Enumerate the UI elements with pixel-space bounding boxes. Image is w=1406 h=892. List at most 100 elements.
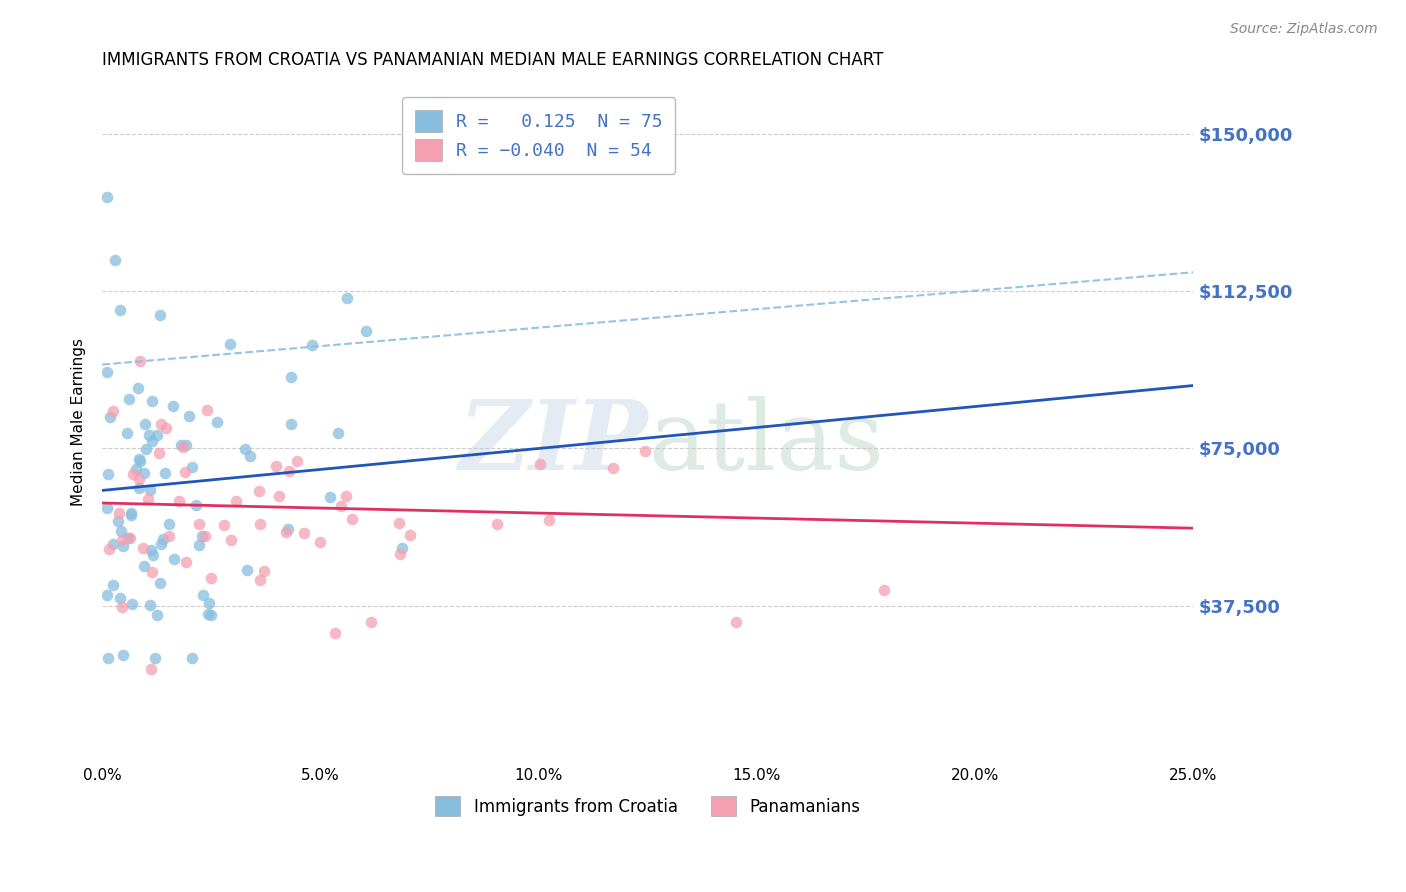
Point: [873, 582, 896, 597]
Point: [139, 483, 162, 497]
Point: [537, 513, 560, 527]
Point: [131, 541, 153, 555]
Legend: Immigrants from Croatia, Panamanians: Immigrants from Croatia, Panamanians: [429, 789, 868, 823]
Point: [249, 573, 271, 587]
Point: [97, 467, 120, 481]
Point: [174, 466, 197, 480]
Point: [336, 291, 359, 305]
Point: [329, 500, 352, 514]
Point: [162, 399, 184, 413]
Point: [194, 529, 217, 543]
Point: [128, 454, 150, 468]
Point: [200, 571, 222, 585]
Point: [389, 547, 412, 561]
Point: [103, 403, 125, 417]
Point: [485, 516, 508, 531]
Point: [277, 464, 299, 478]
Text: atlas: atlas: [648, 396, 884, 490]
Point: [529, 457, 551, 471]
Point: [141, 565, 163, 579]
Point: [325, 626, 347, 640]
Point: [340, 512, 363, 526]
Point: [187, 516, 209, 531]
Point: [354, 324, 377, 338]
Point: [188, 538, 211, 552]
Point: [125, 462, 148, 476]
Point: [157, 516, 180, 531]
Point: [96, 589, 118, 603]
Point: [108, 506, 131, 520]
Point: [249, 516, 271, 531]
Point: [149, 308, 172, 322]
Point: [142, 548, 165, 562]
Point: [150, 417, 173, 431]
Point: [233, 442, 256, 456]
Point: [127, 381, 149, 395]
Point: [141, 434, 163, 448]
Point: [98, 410, 121, 425]
Point: [360, 615, 382, 630]
Point: [155, 420, 177, 434]
Point: [139, 542, 162, 557]
Point: [184, 498, 207, 512]
Point: [212, 518, 235, 533]
Point: [398, 528, 420, 542]
Point: [96, 501, 118, 516]
Point: [118, 392, 141, 406]
Point: [138, 491, 160, 506]
Point: [193, 588, 215, 602]
Point: [141, 394, 163, 409]
Point: [335, 489, 357, 503]
Y-axis label: Median Male Earnings: Median Male Earnings: [72, 338, 86, 507]
Point: [153, 466, 176, 480]
Point: [292, 526, 315, 541]
Point: [239, 449, 262, 463]
Point: [149, 537, 172, 551]
Point: [280, 417, 302, 431]
Point: [97, 651, 120, 665]
Point: [197, 596, 219, 610]
Point: [98, 542, 121, 557]
Point: [249, 484, 271, 499]
Point: [602, 461, 624, 475]
Point: [163, 552, 186, 566]
Point: [108, 303, 131, 318]
Point: [117, 531, 139, 545]
Point: [115, 425, 138, 440]
Point: [138, 599, 160, 613]
Text: Source: ZipAtlas.com: Source: ZipAtlas.com: [1230, 22, 1378, 37]
Point: [319, 491, 342, 505]
Text: IMMIGRANTS FROM CROATIA VS PANAMANIAN MEDIAN MALE EARNINGS CORRELATION CHART: IMMIGRANTS FROM CROATIA VS PANAMANIAN ME…: [103, 51, 883, 69]
Point: [128, 482, 150, 496]
Point: [111, 600, 134, 615]
Point: [110, 524, 132, 538]
Point: [308, 535, 330, 549]
Point: [110, 533, 132, 547]
Point: [96, 365, 118, 379]
Point: [135, 442, 157, 457]
Point: [177, 409, 200, 423]
Point: [172, 440, 194, 454]
Point: [104, 252, 127, 267]
Point: [724, 615, 747, 630]
Point: [170, 438, 193, 452]
Point: [128, 354, 150, 368]
Point: [103, 536, 125, 550]
Point: [149, 575, 172, 590]
Point: [121, 467, 143, 481]
Point: [110, 591, 132, 606]
Point: [118, 531, 141, 545]
Point: [96, 190, 118, 204]
Point: [195, 403, 218, 417]
Point: [225, 494, 247, 508]
Point: [143, 651, 166, 665]
Point: [191, 529, 214, 543]
Point: [107, 514, 129, 528]
Point: [219, 337, 242, 351]
Point: [277, 522, 299, 536]
Point: [236, 563, 259, 577]
Point: [391, 541, 413, 556]
Point: [134, 417, 156, 431]
Point: [148, 446, 170, 460]
Point: [139, 662, 162, 676]
